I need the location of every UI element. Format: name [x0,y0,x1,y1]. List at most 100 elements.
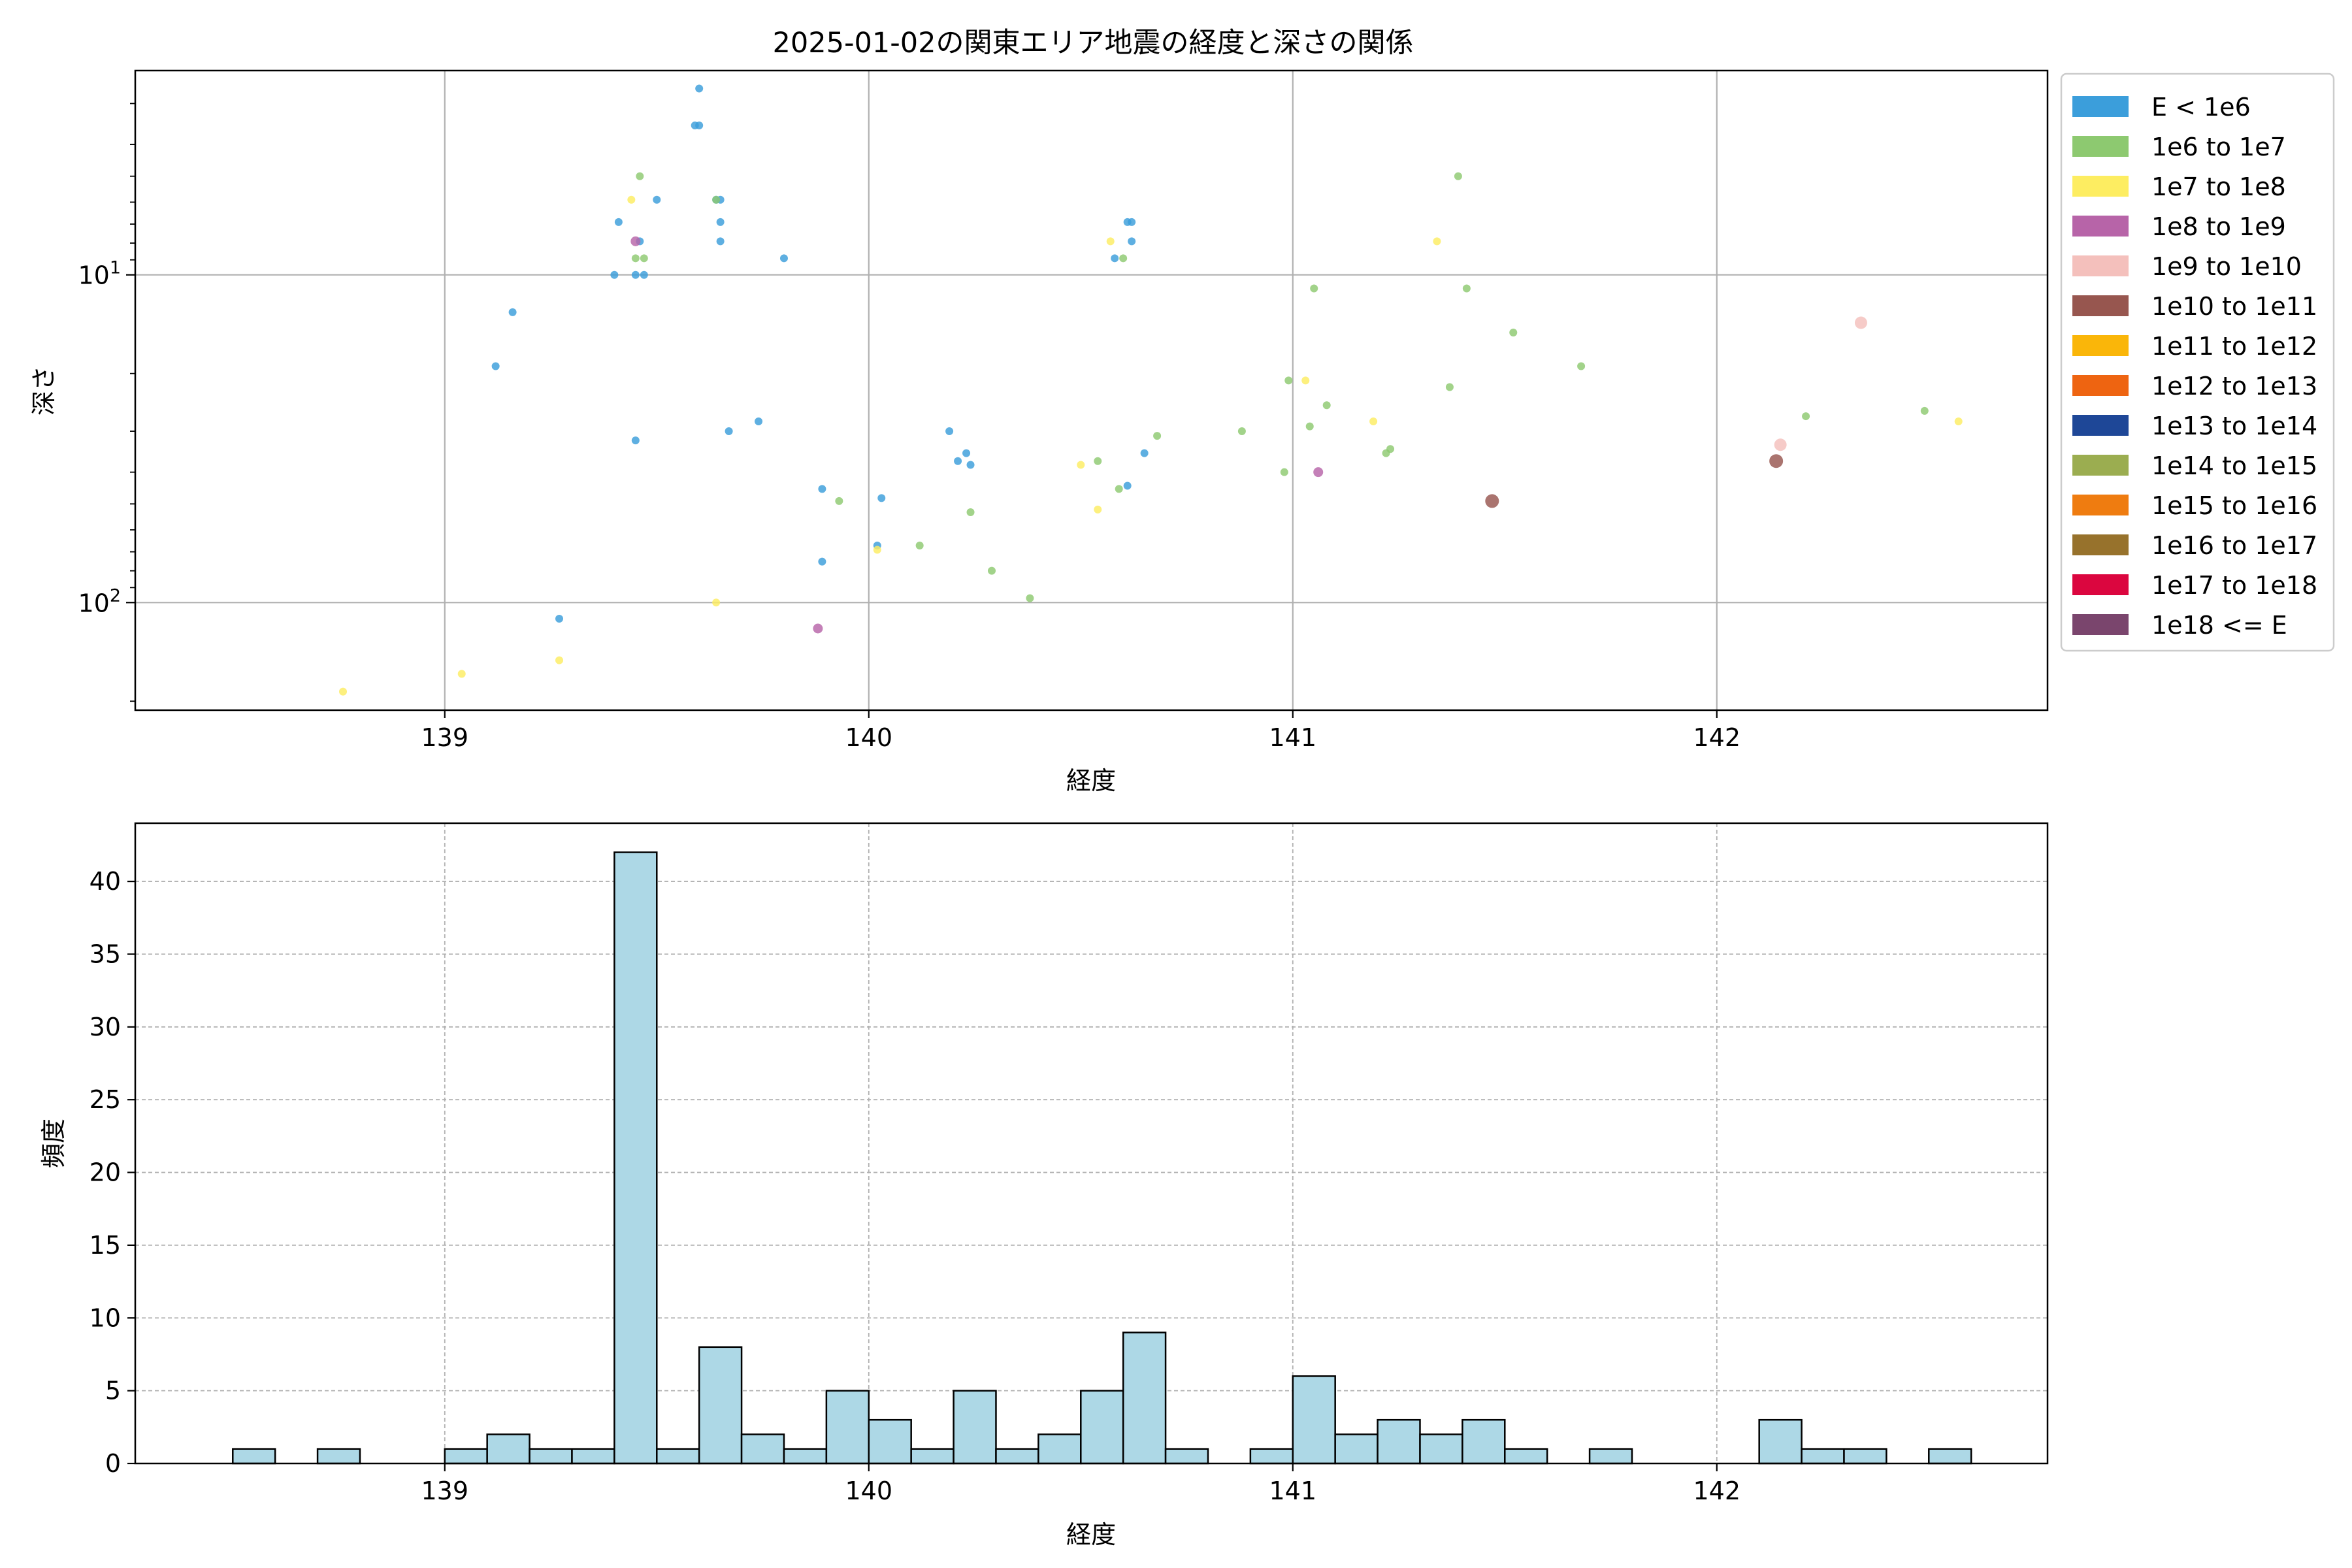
legend-swatch [2072,295,2129,316]
scatter-grid [135,71,2048,710]
legend-swatch [2072,176,2129,197]
scatter-plot: 139 140 141 142 101 102 経度 深さ [29,69,2049,795]
histogram-bar [316,1448,361,1465]
histogram-y-tick-label: 20 [90,1158,121,1187]
legend-swatch [2072,96,2129,117]
scatter-point [1305,422,1314,431]
scatter-point [818,485,826,493]
scatter-frame [134,69,2049,711]
scatter-point [1111,254,1119,263]
scatter-point [1462,284,1471,293]
histogram-y-tick-label: 5 [105,1377,121,1405]
scatter-point [636,172,644,180]
scatter-point [877,494,886,502]
legend-label: 1e14 to 1e15 [2151,451,2317,480]
legend-box [2060,73,2335,652]
scatter-point [954,457,962,465]
histogram: 139 140 141 142 0 5 10 15 20 25 30 35 40 経度 頻度 [39,822,2049,1549]
scatter-point [1119,254,1128,263]
scatter-y-tick-label: 102 [78,585,121,617]
legend-swatch [2072,614,2129,635]
scatter-point [1454,172,1462,180]
scatter-point [813,623,823,634]
scatter-point [631,436,640,445]
scatter-point [725,427,733,436]
legend-label: 1e10 to 1e11 [2151,292,2317,321]
scatter-point [1445,383,1454,391]
scatter-point [818,557,826,566]
scatter-point [712,195,721,204]
histogram-bar [740,1433,785,1465]
scatter-x-tick-label: 142 [1693,723,1741,752]
scatter-x-tick-label: 139 [421,723,469,752]
histogram-bar [1377,1418,1421,1465]
histogram-bar [529,1448,573,1465]
scatter-point [640,254,648,263]
scatter-point [614,218,623,226]
scatter-point [712,598,721,607]
scatter-point [1094,457,1102,465]
scatter-point [653,195,661,204]
histogram-bar [1080,1390,1124,1465]
scatter-point [1577,362,1586,370]
scatter-point [339,687,348,696]
legend-label: 1e11 to 1e12 [2151,332,2317,361]
histogram-bar [1419,1433,1463,1465]
histogram-bar [868,1418,912,1465]
legend-swatch [2072,375,2129,396]
scatter-x-axis-label: 経度 [1066,766,1116,795]
histogram-bar [613,851,658,1465]
histogram-bar [953,1390,997,1465]
scatter-point [716,218,725,226]
legend-label: 1e17 to 1e18 [2151,571,2317,600]
histogram-bar [1928,1448,1972,1465]
histogram-y-tick-label: 35 [90,939,121,968]
scatter-point [1106,237,1115,246]
legend-swatch [2072,455,2129,476]
scatter-point [1094,505,1102,514]
scatter-point [1802,412,1810,421]
scatter-point [491,362,500,370]
histogram-bar [1037,1433,1082,1465]
legend-label: 1e13 to 1e14 [2151,412,2317,440]
scatter-point [555,614,564,623]
legend-swatch [2072,216,2129,237]
scatter-point [915,542,924,550]
histogram-bar [232,1448,276,1465]
scatter-point [610,270,619,279]
scatter-point [1313,467,1324,478]
histogram-y-tick-label: 30 [90,1013,121,1041]
legend-label: E < 1e6 [2151,93,2251,122]
legend-label: 1e7 to 1e8 [2151,172,2286,201]
histogram-x-ticks: 139 140 141 142 [421,1463,1740,1505]
scatter-x-tick-label: 140 [845,723,893,752]
legend-swatch [2072,136,2129,157]
scatter-point [1774,438,1787,451]
scatter-point [1153,432,1162,440]
scatter-point [755,417,763,425]
histogram-y-ticks: 0 5 10 15 20 25 30 35 40 [90,867,135,1478]
scatter-point [1769,454,1784,468]
scatter-point [1128,218,1136,226]
histogram-y-tick-label: 10 [90,1303,121,1332]
legend-swatch [2072,255,2129,276]
scatter-point [1301,376,1310,385]
legend-label: 1e9 to 1e10 [2151,252,2302,281]
histogram-y-tick-label: 25 [90,1085,121,1114]
scatter-point [945,427,954,436]
scatter-point [966,461,975,469]
scatter-point [630,236,641,246]
scatter-point [835,497,843,505]
histogram-bar [1758,1418,1803,1465]
legend-swatch [2072,495,2129,515]
histogram-bar [1801,1448,1845,1465]
histogram-x-tick-label: 141 [1269,1477,1317,1505]
histogram-bar [444,1448,488,1465]
scatter-point [873,546,881,554]
histogram-bar [1588,1448,1633,1465]
histogram-bar [486,1433,531,1465]
legend-label: 1e16 to 1e17 [2151,531,2317,560]
histogram-bar [1843,1448,1887,1465]
histogram-bar [1122,1331,1167,1465]
